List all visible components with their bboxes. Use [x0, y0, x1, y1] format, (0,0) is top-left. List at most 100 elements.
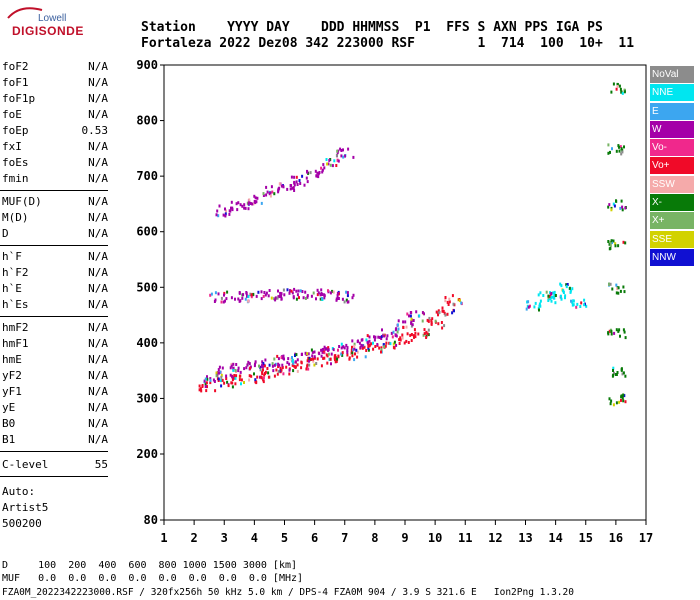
echo-pixel: [401, 336, 404, 340]
param-value: N/A: [88, 92, 108, 105]
echo-pixel: [381, 328, 383, 332]
echo-pixel: [223, 291, 226, 295]
echo-pixel: [613, 371, 615, 375]
legend-item-nne: NNE: [650, 84, 694, 102]
echo-pixel: [246, 294, 249, 298]
echo-pixel: [322, 348, 325, 351]
echo-pixel: [298, 179, 301, 182]
echo-pixel: [569, 290, 572, 294]
echo-pixel: [422, 311, 424, 315]
echo-pixel: [306, 180, 309, 184]
echo-pixel: [368, 343, 371, 347]
echo-pixel: [210, 292, 213, 296]
echo-pixel: [244, 297, 247, 301]
echo-pixel: [217, 292, 220, 296]
echo-pixel: [382, 333, 385, 337]
echo-pixel: [394, 328, 397, 332]
echo-pixel: [410, 324, 413, 328]
echo-pixel: [327, 348, 329, 352]
echo-pixel: [550, 299, 553, 303]
echo-pixel: [380, 350, 382, 354]
echo-pixel: [353, 344, 356, 348]
echo-pixel: [410, 339, 413, 342]
echo-pixel: [610, 90, 613, 94]
echo-pixel: [310, 348, 313, 352]
echo-pixel: [414, 335, 417, 339]
echo-pixel: [306, 295, 309, 299]
echo-pixel: [288, 367, 291, 371]
echo-pixel: [345, 290, 348, 294]
echo-pixel: [448, 297, 451, 301]
y-tick-label: 200: [136, 447, 158, 461]
echo-pixel: [391, 335, 394, 339]
echo-pixel: [579, 305, 582, 308]
echo-pixel: [362, 344, 365, 347]
param-value: N/A: [88, 337, 108, 350]
echo-pixel: [323, 351, 326, 355]
trace-point: [537, 290, 556, 300]
echo-pixel: [286, 288, 289, 292]
echo-pixel: [277, 187, 280, 191]
echo-pixel: [538, 308, 540, 312]
legend-item-vo: Vo+: [650, 157, 694, 175]
echo-pixel: [538, 304, 541, 308]
echo-pixel: [353, 347, 356, 351]
trace-point: [215, 365, 235, 379]
echo-pixel: [267, 294, 270, 298]
echo-pixel: [572, 299, 575, 303]
echo-pixel: [262, 294, 265, 298]
param-value: N/A: [88, 156, 108, 169]
echo-pixel: [317, 291, 320, 295]
logo-text-main: DIGISONDE: [12, 24, 84, 38]
echo-pixel: [370, 342, 373, 346]
param-value: N/A: [88, 417, 108, 430]
echo-pixel: [608, 282, 611, 286]
trace-point: [412, 328, 430, 339]
echo-pixel: [545, 290, 548, 294]
echo-pixel: [305, 176, 308, 180]
trace-point: [276, 288, 295, 301]
echo-pixel: [238, 375, 241, 379]
echo-pixel: [291, 358, 294, 362]
echo-pixel: [315, 297, 317, 301]
echo-pixel: [547, 299, 550, 302]
echo-pixel: [347, 147, 350, 151]
header-labels: Station YYYY DAY DDD HHMMSS P1 FFS S AXN…: [141, 20, 611, 35]
trace-point: [321, 345, 339, 356]
echo-pixel: [291, 356, 293, 359]
echo-pixel: [260, 375, 263, 379]
echo-pixel: [264, 370, 267, 374]
echo-pixel: [549, 295, 552, 298]
echo-pixel: [341, 351, 344, 355]
param-separator: [0, 316, 108, 317]
trace-point: [276, 354, 295, 367]
echo-pixel: [205, 389, 208, 393]
param-separator: [0, 190, 108, 191]
echo-pixel: [307, 357, 310, 361]
echo-pixel: [230, 200, 233, 204]
echo-pixel: [341, 345, 344, 349]
x-tick-label: 1: [160, 531, 167, 545]
echo-pixel: [225, 377, 228, 380]
echo-pixel: [448, 300, 451, 304]
echo-pixel: [361, 338, 364, 342]
echo-pixel: [361, 344, 364, 348]
echo-pixel: [244, 206, 247, 210]
echo-pixel: [263, 363, 266, 367]
echo-pixel: [253, 372, 255, 376]
echo-pixel: [237, 366, 240, 370]
echo-pixel: [562, 291, 565, 294]
trace-point: [435, 306, 455, 317]
echo-pixel: [231, 381, 234, 385]
trace-point: [260, 289, 280, 302]
echo-pixel: [351, 296, 354, 300]
echo-pixel: [585, 304, 588, 308]
echo-pixel: [205, 381, 208, 385]
echo-pixel: [240, 382, 242, 386]
trace-point: [607, 199, 627, 212]
echo-pixel: [611, 147, 613, 151]
echo-pixel: [316, 293, 319, 297]
echo-pixel: [313, 363, 316, 367]
echo-pixel: [336, 149, 339, 153]
echo-pixel: [342, 345, 345, 349]
